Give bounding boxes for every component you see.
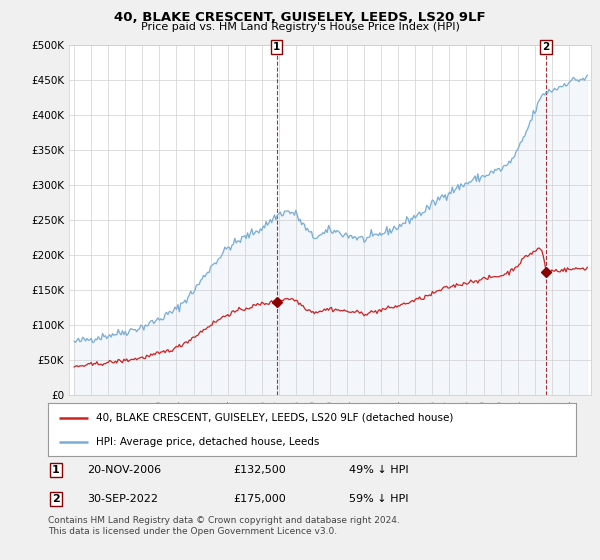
Text: 30-SEP-2022: 30-SEP-2022	[88, 494, 158, 504]
Text: HPI: Average price, detached house, Leeds: HPI: Average price, detached house, Leed…	[95, 437, 319, 447]
Text: 1: 1	[273, 42, 280, 52]
Text: 49% ↓ HPI: 49% ↓ HPI	[349, 465, 409, 475]
Text: 2: 2	[542, 42, 550, 52]
Text: Price paid vs. HM Land Registry's House Price Index (HPI): Price paid vs. HM Land Registry's House …	[140, 22, 460, 32]
Text: £175,000: £175,000	[233, 494, 286, 504]
Text: Contains HM Land Registry data © Crown copyright and database right 2024.
This d: Contains HM Land Registry data © Crown c…	[48, 516, 400, 536]
Text: 2: 2	[52, 494, 60, 504]
Text: 40, BLAKE CRESCENT, GUISELEY, LEEDS, LS20 9LF (detached house): 40, BLAKE CRESCENT, GUISELEY, LEEDS, LS2…	[95, 413, 453, 423]
Text: 40, BLAKE CRESCENT, GUISELEY, LEEDS, LS20 9LF: 40, BLAKE CRESCENT, GUISELEY, LEEDS, LS2…	[114, 11, 486, 24]
Text: £132,500: £132,500	[233, 465, 286, 475]
Text: 1: 1	[52, 465, 60, 475]
Text: 59% ↓ HPI: 59% ↓ HPI	[349, 494, 409, 504]
Text: 20-NOV-2006: 20-NOV-2006	[88, 465, 162, 475]
